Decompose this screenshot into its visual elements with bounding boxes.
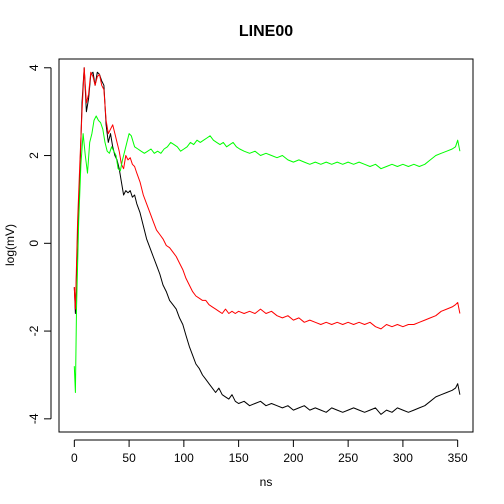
x-axis: 0 50 100 150 200 250 300 350: [71, 439, 468, 465]
y-axis: -4 -2 0 2 4: [27, 64, 52, 424]
series-line-2: [73, 67, 461, 330]
x-tick-label: 350: [448, 451, 468, 465]
y-tick-label: 0: [27, 240, 41, 247]
x-axis-label: ns: [260, 475, 273, 489]
y-axis-label: log(mV): [3, 224, 17, 266]
x-tick-label: 150: [229, 451, 249, 465]
x-tick-label: 100: [174, 451, 194, 465]
x-tick-label: 250: [338, 451, 358, 465]
y-tick-label: -4: [27, 413, 41, 424]
x-tick-label: 50: [122, 451, 136, 465]
y-tick-label: 2: [27, 152, 41, 159]
x-tick-label: 300: [393, 451, 413, 465]
chart-title: LINE00: [239, 23, 293, 40]
series-line-3: [73, 115, 461, 393]
y-tick-label: -2: [27, 325, 41, 336]
series-line-1: [73, 67, 461, 415]
y-tick-label: 4: [27, 64, 41, 71]
plot-frame: [58, 58, 474, 433]
x-tick-label: 200: [283, 451, 303, 465]
x-tick-label: 0: [71, 451, 78, 465]
series-layer: [73, 67, 461, 415]
